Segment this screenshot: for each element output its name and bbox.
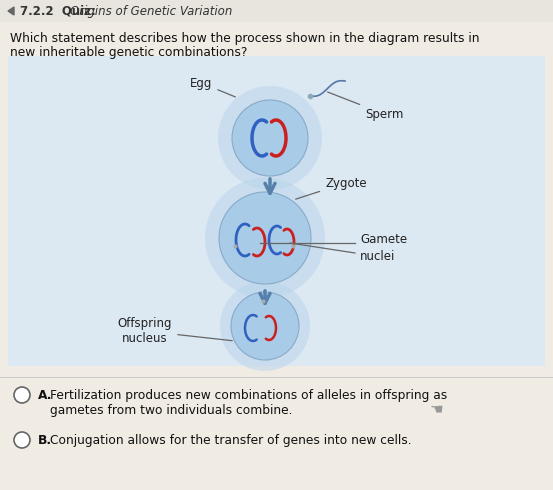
Text: Zygote: Zygote: [296, 176, 367, 199]
Circle shape: [218, 86, 322, 190]
Circle shape: [220, 281, 310, 371]
Circle shape: [14, 387, 30, 403]
Circle shape: [205, 178, 325, 298]
Text: Conjugation allows for the transfer of genes into new cells.: Conjugation allows for the transfer of g…: [50, 434, 411, 447]
Text: B.: B.: [38, 434, 52, 447]
Text: Origins of Genetic Variation: Origins of Genetic Variation: [70, 4, 232, 18]
Text: Which statement describes how the process shown in the diagram results in: Which statement describes how the proces…: [10, 32, 479, 45]
Text: Sperm: Sperm: [327, 92, 403, 121]
Text: Egg: Egg: [190, 76, 236, 97]
Text: Offspring
nucleus: Offspring nucleus: [118, 317, 232, 345]
Circle shape: [219, 192, 311, 284]
Text: Fertilization produces new combinations of alleles in offspring as: Fertilization produces new combinations …: [50, 389, 447, 402]
FancyBboxPatch shape: [8, 56, 545, 366]
Text: Gamete
nuclei: Gamete nuclei: [360, 233, 407, 263]
Text: new inheritable genetic combinations?: new inheritable genetic combinations?: [10, 46, 247, 59]
Polygon shape: [8, 7, 14, 15]
Circle shape: [231, 292, 299, 360]
Text: gametes from two individuals combine.: gametes from two individuals combine.: [50, 404, 293, 417]
FancyBboxPatch shape: [0, 22, 553, 490]
FancyBboxPatch shape: [0, 0, 553, 22]
Text: A.: A.: [38, 389, 53, 402]
Text: ☚: ☚: [430, 401, 444, 416]
Circle shape: [14, 432, 30, 448]
Text: 7.2.2  Quiz:: 7.2.2 Quiz:: [20, 4, 96, 18]
Circle shape: [232, 100, 308, 176]
